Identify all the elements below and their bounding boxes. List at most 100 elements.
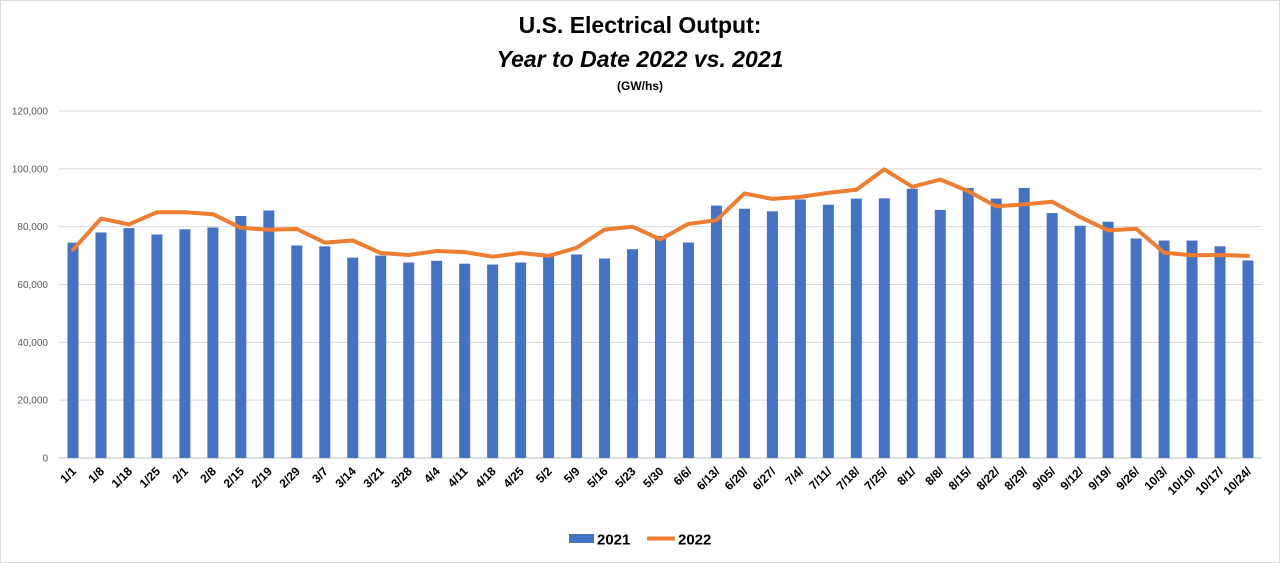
point-2022 (492, 256, 494, 258)
bar-2021 (347, 257, 359, 458)
bar-2021 (487, 264, 499, 458)
point-2022 (1135, 228, 1137, 230)
x-tick-label: 1/8 (85, 464, 107, 486)
bar-2021 (291, 245, 303, 458)
x-tick-label: 1/18 (109, 464, 136, 491)
bar-2021 (1158, 240, 1170, 458)
legend-label-2021: 2021 (597, 532, 630, 549)
point-2022 (687, 223, 690, 225)
point-2022 (1191, 254, 1193, 256)
y-tick-label: 60,000 (17, 280, 48, 291)
bar-2021 (990, 198, 1002, 458)
bar-2021 (151, 234, 163, 458)
point-2022 (352, 239, 354, 242)
point-2022 (1051, 201, 1053, 203)
bar-2021 (1214, 246, 1226, 458)
bar-2021 (1018, 187, 1030, 458)
point-2022 (1023, 203, 1025, 206)
y-tick-label: 100,000 (12, 164, 49, 175)
bar-2021 (878, 198, 890, 458)
point-2022 (659, 238, 662, 240)
point-2022 (631, 226, 634, 228)
bar-2021 (123, 228, 135, 458)
point-2022 (464, 251, 466, 253)
x-tick-label: 8/15/ (946, 464, 975, 493)
x-tick-label: 3/7 (309, 464, 331, 486)
x-tick-label: 1/25 (137, 464, 164, 491)
bar-2021 (571, 254, 583, 458)
series-2021-bars (67, 187, 1254, 459)
x-tick-label: 2/15 (221, 464, 248, 491)
point-2022 (603, 228, 606, 231)
x-tick-label: 5/2 (533, 464, 555, 486)
bar-2021 (1130, 238, 1142, 458)
bar-2021 (850, 198, 862, 458)
x-tick-label: 4/18 (472, 464, 499, 491)
bar-2021 (962, 187, 974, 458)
x-tick-label: 2/19 (249, 464, 276, 491)
bar-2021 (1102, 221, 1114, 458)
bar-2021 (95, 232, 107, 458)
bar-2021 (179, 229, 191, 458)
point-2022 (939, 178, 941, 181)
x-tick-label: 3/21 (360, 464, 387, 491)
point-2022 (72, 249, 74, 251)
y-axis: 0 20,000 40,000 60,000 80,000 100,000 120,000 (12, 107, 49, 465)
point-2022 (1163, 252, 1165, 254)
x-tick-label: 2/29 (277, 464, 304, 491)
x-tick-label: 8/1/ (894, 464, 919, 489)
point-2022 (408, 254, 410, 256)
legend-label-2022: 2022 (678, 532, 711, 549)
x-tick-label: 2/1 (169, 464, 191, 486)
bar-2021 (319, 246, 331, 458)
point-2022 (1219, 254, 1221, 256)
point-2022 (156, 211, 158, 213)
point-2022 (799, 196, 801, 198)
point-2022 (268, 229, 270, 231)
bar-2021 (599, 258, 611, 458)
x-tick-label: 9/26/ (1113, 464, 1142, 493)
bar-2021 (207, 227, 219, 458)
bar-2021 (459, 263, 471, 458)
bar-2021 (515, 262, 527, 458)
bar-2021 (682, 242, 694, 458)
legend-swatch-2021 (569, 534, 594, 543)
x-tick-label: 6/13/ (694, 464, 723, 493)
point-2022 (967, 190, 969, 192)
point-2022 (1079, 216, 1081, 218)
point-2022 (324, 241, 326, 244)
point-2022 (380, 252, 382, 254)
x-tick-label: 6/27/ (750, 464, 779, 493)
point-2022 (883, 168, 885, 171)
x-tick-label: 3/14 (332, 464, 359, 491)
x-tick-label: 5/9 (561, 464, 583, 486)
point-2022 (240, 227, 242, 229)
x-tick-label: 8/8/ (922, 464, 947, 489)
x-tick-label: 7/18/ (834, 464, 863, 493)
bar-2021 (906, 188, 918, 458)
point-2022 (436, 250, 438, 252)
y-tick-label: 120,000 (12, 107, 49, 118)
x-tick-label: 10/24/ (1221, 464, 1255, 498)
point-2022 (1107, 229, 1109, 232)
bar-2021 (794, 199, 806, 459)
point-2022 (520, 252, 522, 254)
bar-2021 (375, 255, 387, 458)
bar-2021 (627, 249, 639, 458)
point-2022 (296, 228, 298, 230)
point-2022 (995, 205, 997, 208)
x-tick-label: 5/16 (584, 464, 611, 491)
x-tick-label: 7/11/ (806, 464, 835, 493)
x-tick-label: 2/8 (197, 464, 219, 486)
point-2022 (575, 247, 578, 249)
x-tick-label: 3/28 (388, 464, 415, 491)
x-tick-label: 4/25 (500, 464, 527, 491)
x-tick-label: 9/05/ (1030, 464, 1059, 493)
point-2022 (1247, 255, 1249, 257)
bar-2021 (67, 242, 79, 458)
x-tick-label: 1/1 (57, 464, 79, 486)
point-2022 (911, 186, 913, 188)
bar-2021 (766, 211, 778, 458)
point-2022 (827, 192, 829, 194)
